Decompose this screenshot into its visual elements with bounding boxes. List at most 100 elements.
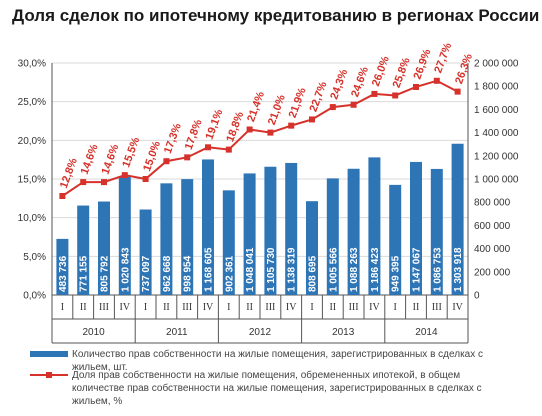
quarter-label: II [329, 302, 336, 313]
line-value-label: 22,7% [308, 80, 330, 114]
legend-line-label: Доля прав собственности на жилые помещен… [72, 370, 482, 407]
quarter-label: IV [120, 302, 131, 313]
bar [77, 205, 90, 295]
bar-value-label: 998 954 [183, 255, 194, 292]
bar [202, 159, 214, 295]
bar [264, 166, 277, 295]
right-axis-tick-label: 1 600 000 [474, 105, 519, 116]
line-point [163, 158, 170, 165]
line-point [80, 179, 87, 186]
right-axis-tick-label: 1 800 000 [474, 82, 519, 93]
line-point [225, 146, 232, 153]
line-value-label: 27,7% [432, 41, 454, 75]
left-axis-tick-label: 25,0% [18, 97, 46, 108]
left-axis-tick-label: 30,0% [18, 59, 46, 70]
line-value-label: 21,4% [245, 90, 267, 124]
line-point [267, 129, 274, 136]
line-point [350, 101, 357, 108]
left-axis-tick-label: 0,0% [23, 291, 46, 302]
line-value-label: 17,8% [183, 118, 205, 152]
legend-bar-swatch [30, 351, 68, 357]
legend-item-line: Доля прав собственности на жилые помещен… [30, 369, 500, 407]
quarter-label: II [246, 302, 253, 313]
left-axis-tick-label: 10,0% [18, 213, 46, 224]
year-label: 2013 [332, 327, 355, 338]
bar [451, 143, 464, 295]
bar-value-label: 737 097 [141, 255, 152, 292]
line-point [246, 126, 253, 133]
line-point [205, 144, 211, 151]
quarter-label: IV [452, 302, 463, 313]
right-axis-tick-label: 200 000 [474, 267, 511, 278]
right-axis-tick-label: 1 000 000 [474, 175, 519, 186]
year-label: 2010 [82, 327, 105, 338]
line-value-label: 12,8% [58, 156, 80, 190]
bar-value-label: 1 138 319 [287, 247, 298, 292]
bar [368, 157, 381, 295]
right-axis-tick-label: 400 000 [474, 244, 511, 255]
quarter-label: I [227, 302, 230, 313]
line-point [371, 90, 378, 97]
bar-value-label: 1 086 753 [432, 247, 443, 292]
line-point [184, 154, 191, 161]
bar-value-label: 771 155 [79, 255, 90, 292]
year-label: 2011 [166, 327, 188, 338]
bar [410, 161, 422, 295]
line-value-label: 14,6% [79, 143, 101, 177]
quarter-label: III [99, 302, 109, 313]
right-axis-tick-label: 1 400 000 [474, 128, 519, 139]
bar-value-label: 1 105 730 [266, 247, 277, 292]
bar-value-label: 1 147 067 [412, 247, 423, 292]
line-point [392, 92, 399, 99]
line-series [61, 79, 459, 197]
bar [118, 176, 131, 295]
bar-value-label: 808 695 [308, 255, 319, 292]
quarter-label: I [144, 302, 147, 313]
line-value-label: 26,0% [370, 54, 392, 88]
bar-value-label: 949 395 [391, 255, 402, 292]
line-value-label: 24,3% [328, 67, 350, 101]
line-point [121, 172, 128, 179]
bar [389, 184, 402, 295]
bar-value-label: 483 736 [58, 255, 69, 292]
quarter-label: IV [369, 302, 380, 313]
line-point [101, 179, 107, 186]
bar-value-label: 805 792 [100, 255, 111, 292]
quarter-label: III [432, 302, 442, 313]
bar [98, 201, 110, 295]
bar [139, 209, 152, 295]
bar-value-label: 962 668 [162, 255, 173, 292]
line-value-label: 21,9% [287, 86, 309, 120]
line-value-label: 24,6% [349, 65, 371, 99]
bar-value-label: 1 168 605 [204, 247, 215, 292]
line-point [413, 83, 419, 90]
line-value-label: 25,8% [391, 56, 413, 90]
line-point [59, 193, 66, 200]
line-point [433, 77, 440, 84]
left-axis-tick-label: 5,0% [23, 252, 46, 263]
bar-value-label: 1 303 918 [453, 247, 464, 292]
legend-line-swatch [30, 372, 68, 378]
bar [326, 178, 339, 295]
bar [56, 238, 69, 295]
line-value-label: 21,0% [266, 93, 288, 127]
bar-value-label: 902 361 [224, 255, 235, 292]
bar [306, 201, 318, 295]
line-point [142, 176, 149, 182]
chart-title: Доля сделок по ипотечному кредитованию в… [12, 6, 540, 25]
quarter-label: I [61, 302, 64, 313]
right-axis-tick-label: 1 200 000 [474, 151, 519, 162]
legend-bar-label: Количество прав собственности на жилые п… [72, 349, 484, 373]
line-value-label: 18,8% [224, 110, 246, 144]
quarter-label: IV [203, 302, 214, 313]
line-point [329, 104, 336, 111]
quarter-label: III [182, 302, 192, 313]
quarter-label: II [80, 302, 87, 313]
bar-value-label: 1 186 423 [370, 247, 381, 292]
left-axis-tick-label: 15,0% [18, 175, 46, 186]
bar-value-label: 1 048 041 [245, 247, 256, 292]
line-value-label: 19,1% [204, 108, 226, 142]
line-point [309, 116, 315, 123]
right-axis-tick-label: 600 000 [474, 221, 511, 232]
